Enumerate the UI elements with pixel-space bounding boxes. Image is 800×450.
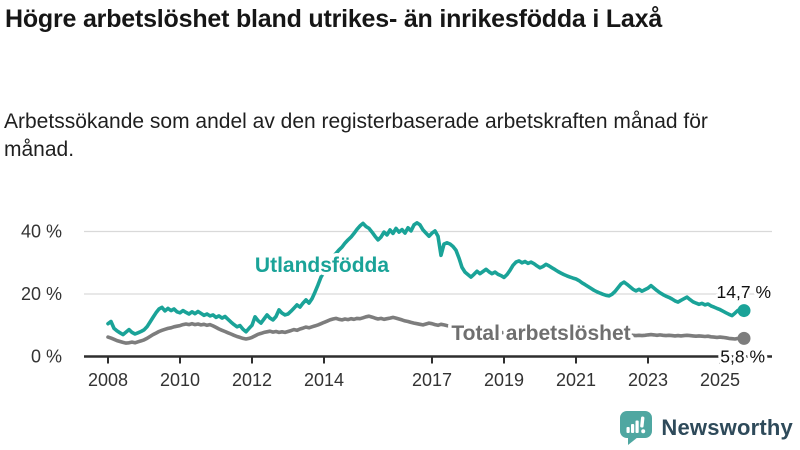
series-line-utlandsf-dda [106, 221, 746, 337]
y-axis-label-0: 0 % [31, 347, 62, 367]
line-chart-svg: 0 % 20 % 40 % 2008 2010 2012 2014 2017 2019 2021 2… [21, 221, 774, 390]
page-title: Högre arbetslöshet bland utrikes- än inr… [5, 5, 663, 33]
x-axis-label-2010: 2010 [160, 370, 200, 390]
x-axis-label-2025: 2025 [700, 370, 740, 390]
chart-subtitle: Arbetssökande som andel av den registerb… [4, 110, 708, 161]
x-axis-label-2023: 2023 [628, 370, 668, 390]
end-value-label-total-arbetsl-shet: 5,8 % [720, 347, 765, 367]
series-line-total-arbetsl-shet [106, 314, 746, 345]
end-dot-total-arbetsl-shet [737, 331, 751, 345]
series-label-utlandsf-dda: Utlandsfödda [255, 254, 389, 277]
end-dot-utlandsf-dda [737, 304, 751, 318]
newsworthy-bubble-chart-icon [620, 411, 653, 445]
x-axis-label-2019: 2019 [484, 370, 524, 390]
x-axis-label-2008: 2008 [88, 370, 128, 390]
x-axis-label-2012: 2012 [232, 370, 272, 390]
newsworthy-logo[interactable]: Newsworthy [619, 409, 793, 447]
series-label-total-arbetsl-shet: Total arbetslöshet [451, 322, 630, 345]
y-axis-label-40: 40 % [21, 222, 62, 242]
x-axis-label-2014: 2014 [304, 370, 344, 390]
end-value-label-utlandsf-dda: 14,7 % [717, 282, 771, 302]
line-chart: 0 % 20 % 40 % 2008 2010 2012 2014 2017 2019 2021 2… [0, 185, 800, 400]
y-axis-label-20: 20 % [21, 284, 62, 304]
newsworthy-wordmark: Newsworthy [661, 415, 793, 440]
x-axis-label-2021: 2021 [556, 370, 596, 390]
x-axis-label-2017: 2017 [412, 370, 452, 390]
